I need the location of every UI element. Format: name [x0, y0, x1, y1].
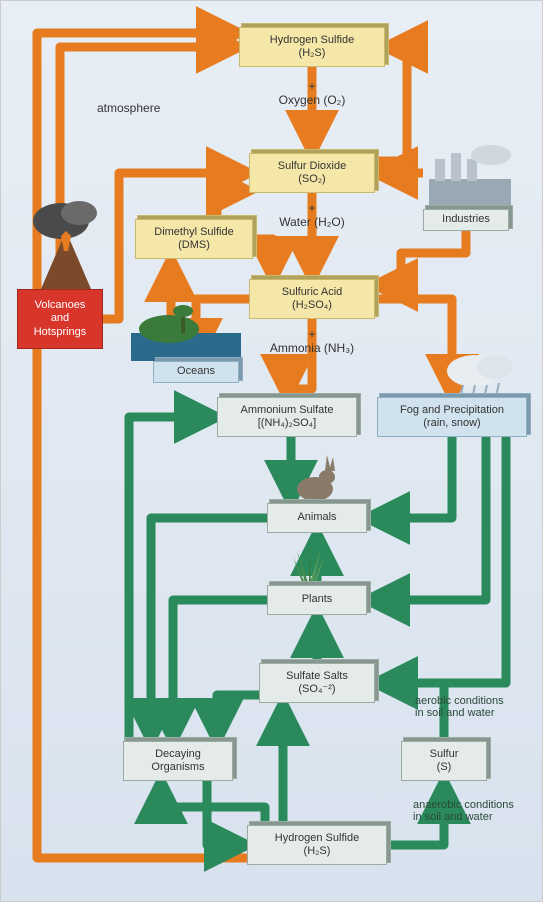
node-plants: Plants: [267, 585, 367, 615]
node-h2s_bot: Hydrogen Sulfide (H₂S): [247, 825, 387, 865]
edge-sulfate-decay: [217, 695, 259, 741]
plus-oxygen-label: + Oxygen (O₂): [252, 79, 372, 107]
node-animals: Animals: [267, 503, 367, 533]
ocean-icon: [131, 303, 241, 361]
aerobic-label: aerobic conditions in soil and water: [415, 695, 504, 719]
node-industries: Industries: [423, 209, 509, 231]
edge-h2s_bot-decay: [161, 781, 265, 825]
edge-fog-animals: [367, 437, 452, 518]
node-volcano: Volcanoes and Hotsprings: [17, 289, 103, 349]
node-sulfate: Sulfate Salts (SO₄⁻²): [259, 663, 375, 703]
node-so2: Sulfur Dioxide (SO₂): [249, 153, 375, 193]
volcano-icon: [21, 191, 111, 289]
plus-water-label: + Water (H₂O): [252, 201, 372, 229]
node-dms: Dimethyl Sulfide (DMS): [135, 219, 253, 259]
node-fog: Fog and Precipitation (rain, snow): [377, 397, 527, 437]
node-h2so4: Sulfuric Acid (H₂SO₄): [249, 279, 375, 319]
node-oceans: Oceans: [153, 361, 239, 383]
anaerobic-label: anaerobic conditions in soil and water: [413, 799, 514, 823]
edge-plants-decay: [173, 600, 267, 741]
edge-fog-plants: [367, 437, 486, 600]
atmosphere-label: atmosphere: [97, 101, 160, 115]
edge-industries-h2so4: [375, 231, 466, 285]
edge-decay-nh4so4: [129, 417, 217, 741]
edge-h2s_bot-h2s_top: [37, 33, 247, 858]
rabbit-icon: [285, 453, 345, 503]
node-h2s_top: Hydrogen Sulfide (H₂S): [239, 27, 385, 67]
edge-fog-sulfate: [375, 437, 506, 683]
grass-icon: [279, 543, 339, 585]
node-decay: Decaying Organisms: [123, 741, 233, 781]
factory-icon: [421, 139, 519, 209]
sulfur-cycle-diagram: { "type": "flowchart", "colors": { "oran…: [0, 0, 543, 902]
edge-decay-h2s_bot: [207, 781, 247, 845]
node-nh4so4: Ammonium Sulfate [(NH₄)₂SO₄]: [217, 397, 357, 437]
edge-animals-decay: [151, 518, 267, 741]
edge-dms-h2so4: [253, 239, 273, 279]
plus-ammonia-label: + Ammonia (NH₃): [252, 327, 372, 355]
node-sulfur: Sulfur (S): [401, 741, 487, 781]
